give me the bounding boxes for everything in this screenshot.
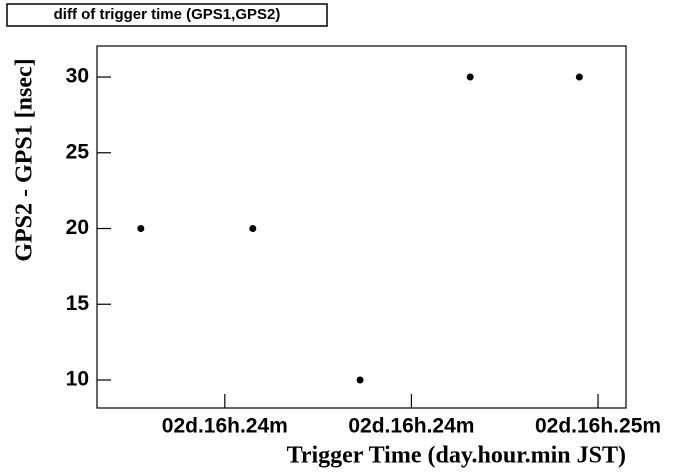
point (575, 73, 583, 81)
chart-title: diff of trigger time (GPS1,GPS2) (54, 6, 281, 23)
x-tick-label: 02d.16h.24m (348, 415, 474, 438)
point (356, 376, 364, 384)
title-box (6, 3, 328, 27)
y-tick-label: 10 (66, 368, 89, 391)
y-tick-label: 15 (66, 292, 90, 315)
x-tick-label: 02d.16h.24m (162, 415, 288, 438)
plot-frame (96, 45, 627, 409)
x-tick-label: 02d.16h.25m (535, 415, 661, 438)
x-axis-title: Trigger Time (day.hour.min JST) (287, 443, 626, 469)
y-axis-title: GPS2 - GPS1 [nsec] (12, 58, 38, 261)
point (137, 225, 145, 233)
y-tick-label: 30 (66, 65, 89, 88)
point (249, 225, 257, 233)
y-tick-label: 20 (66, 216, 89, 239)
point (466, 73, 474, 81)
y-tick-label: 25 (66, 140, 90, 163)
